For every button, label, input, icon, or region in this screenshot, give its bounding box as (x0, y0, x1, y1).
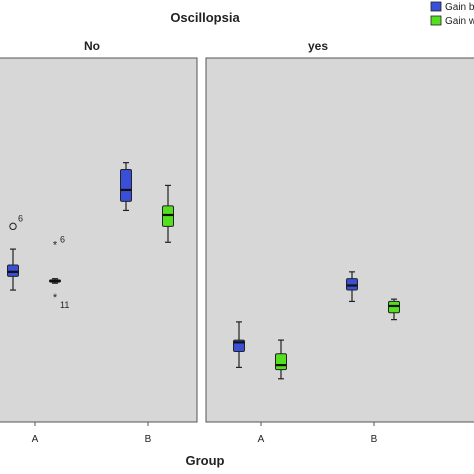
boxplot-marks: 6* 6*11 (7, 162, 400, 380)
panel-strip-label-yes: yes (308, 39, 328, 53)
x-ticks: A B A B (32, 422, 378, 445)
x-tick-label-no-a: A (32, 434, 39, 445)
box-no-b-series-1 (162, 205, 174, 227)
panel-no-background (0, 57, 198, 423)
legend-label-1: Gain w (445, 16, 474, 27)
box-no-a-series-0 (7, 264, 19, 277)
panel-strip-label-no: No (84, 39, 100, 53)
box-no-a-series-1-outlier-1: * (53, 292, 58, 304)
chart-title: Oscillopsia (170, 10, 240, 25)
box-no-a-series-1-outlier-0-label: 6 (60, 235, 65, 245)
panel-yes-background (205, 57, 474, 423)
x-axis-title: Group (186, 453, 225, 468)
legend-label-0: Gain b (445, 2, 474, 13)
x-tick-label-yes-a: A (258, 434, 265, 445)
box-yes-b-series-0 (346, 278, 358, 291)
legend-swatch-0 (430, 1, 442, 12)
legend-swatch-1 (430, 15, 442, 26)
x-tick-label-no-b: B (145, 434, 152, 445)
box-yes-a-series-1 (275, 353, 287, 371)
legend: Gain b Gain w (430, 1, 474, 27)
box-no-a-series-1-outlier-0: * (53, 240, 58, 252)
box-no-a-series-1-outlier-1-label: 11 (60, 300, 69, 310)
box-no-a-series-0-outlier-0 (9, 222, 17, 231)
box-no-b-series-0 (120, 168, 132, 202)
box-yes-b-series-1 (388, 300, 400, 314)
x-tick-label-yes-b: B (371, 434, 378, 445)
box-no-a-series-0-outlier-0-label: 6 (18, 213, 23, 223)
